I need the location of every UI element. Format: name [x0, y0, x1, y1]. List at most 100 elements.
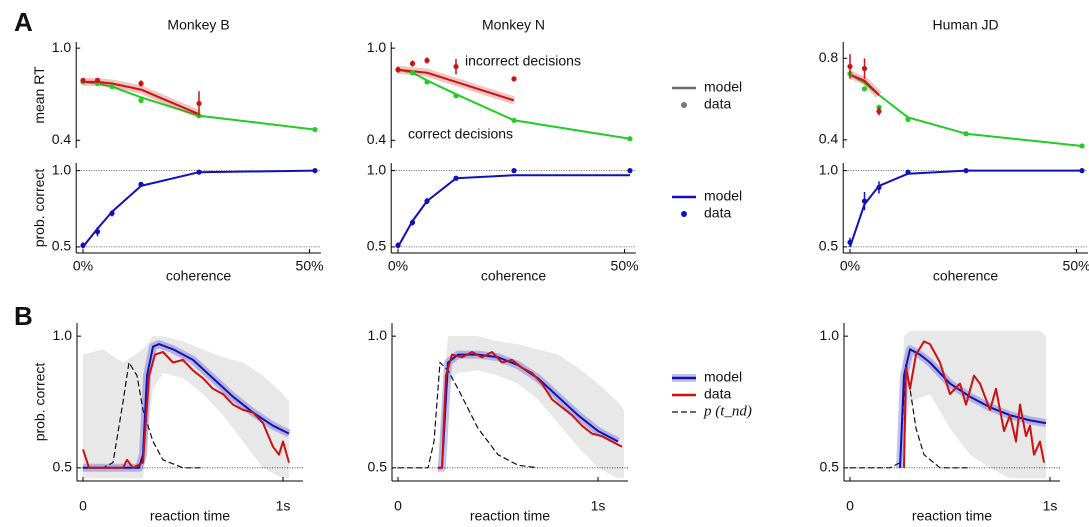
data-point [395, 67, 401, 73]
series-line [397, 68, 515, 102]
x-axis-label: coherence [933, 268, 999, 284]
y-axis-label: mean RT [31, 66, 47, 124]
data-point [196, 169, 202, 175]
data-point [395, 242, 401, 248]
data-point [424, 198, 430, 204]
y-tick-label: 1.0 [820, 327, 840, 343]
data-point [847, 239, 853, 245]
legend-swatch [681, 102, 687, 108]
x-tick-label: 0% [388, 258, 408, 274]
series-line [397, 174, 630, 248]
data-point [861, 86, 868, 92]
data-point [453, 63, 459, 70]
x-tick-label: 0% [840, 258, 860, 274]
series-line [849, 73, 1083, 147]
series-line [83, 343, 290, 469]
data-point [511, 76, 517, 82]
y-tick-label: 0.5 [53, 459, 73, 475]
data-point [312, 168, 318, 174]
x-axis-label: reaction time [912, 508, 992, 524]
legend-label: model [704, 79, 742, 95]
data-point [196, 100, 202, 107]
chart-title: Human JD [932, 17, 998, 33]
y-tick-label: 0.5 [52, 238, 72, 254]
legend-label: data [704, 205, 731, 221]
y-tick-label: 0.4 [819, 131, 839, 147]
y-tick-label: 1.0 [819, 161, 839, 177]
x-tick-label: 1s [276, 498, 291, 514]
y-tick-label: 1.0 [52, 39, 72, 55]
x-tick-label: 50% [611, 258, 639, 274]
annotation: incorrect decisions [465, 53, 581, 69]
y-tick-label: 0.5 [819, 238, 839, 254]
x-tick-label: 50% [1063, 258, 1089, 274]
x-tick-label: 0% [73, 258, 93, 274]
data-point [627, 136, 633, 142]
y-tick-label: 1.0 [53, 327, 73, 343]
data-point [138, 181, 144, 187]
data-point [409, 219, 416, 226]
y-tick-label: 0.8 [819, 49, 839, 65]
x-tick-label: 0 [79, 498, 87, 514]
data-point [80, 77, 86, 84]
data-point [876, 108, 882, 114]
data-point [109, 210, 115, 216]
x-axis-label: reaction time [150, 508, 230, 524]
x-tick-label: 50% [296, 258, 324, 274]
y-tick-label: 0.5 [368, 459, 388, 475]
data-point [627, 168, 633, 174]
legend-label: data [704, 386, 731, 402]
series-line [903, 340, 1045, 468]
data-point [453, 175, 459, 181]
y-tick-label: 1.0 [367, 39, 387, 55]
data-point [876, 184, 882, 191]
data-point [94, 229, 101, 235]
x-tick-label: 0 [394, 498, 402, 514]
data-point [80, 242, 86, 248]
series-line [849, 169, 1082, 248]
y-tick-label: 1.0 [367, 161, 387, 177]
data-point [424, 79, 430, 85]
data-point [1079, 168, 1085, 174]
y-tick-label: 0.5 [367, 238, 387, 254]
annotation: correct decisions [408, 126, 513, 142]
legend-label: p (t_nd) [703, 403, 752, 419]
chart-title: Monkey B [167, 17, 229, 33]
density-line [398, 361, 539, 469]
y-tick-label: 0.5 [820, 459, 840, 475]
x-axis-label: coherence [481, 268, 547, 284]
x-axis-label: coherence [166, 268, 232, 284]
data-point [424, 57, 430, 64]
x-tick-label: 0 [846, 498, 854, 514]
series-line [849, 73, 880, 96]
panel-label: B [14, 301, 33, 331]
x-axis-label: reaction time [470, 508, 550, 524]
data-point [963, 168, 969, 174]
y-axis-label: prob. correct [32, 363, 48, 442]
chart-title: Monkey N [482, 17, 545, 33]
series-line [82, 169, 316, 248]
y-tick-label: 0.4 [52, 131, 72, 147]
series-line [83, 80, 200, 116]
data-point [905, 169, 911, 175]
legend-label: model [704, 188, 742, 204]
data-point [94, 77, 101, 84]
data-point [847, 63, 853, 70]
panel-label: A [14, 7, 33, 37]
series-line [82, 351, 290, 469]
data-ci-band [900, 330, 1046, 479]
data-ci-band [438, 336, 624, 479]
y-tick-label: 1.0 [368, 327, 388, 343]
data-point [861, 198, 868, 204]
data-point [409, 70, 416, 76]
data-point [312, 126, 318, 133]
data-point [905, 116, 911, 123]
data-point [409, 60, 416, 67]
data-point [511, 117, 517, 123]
data-point [138, 97, 144, 103]
series-line [899, 348, 1047, 468]
legend-swatch [681, 211, 687, 217]
legend-label: data [704, 96, 731, 112]
